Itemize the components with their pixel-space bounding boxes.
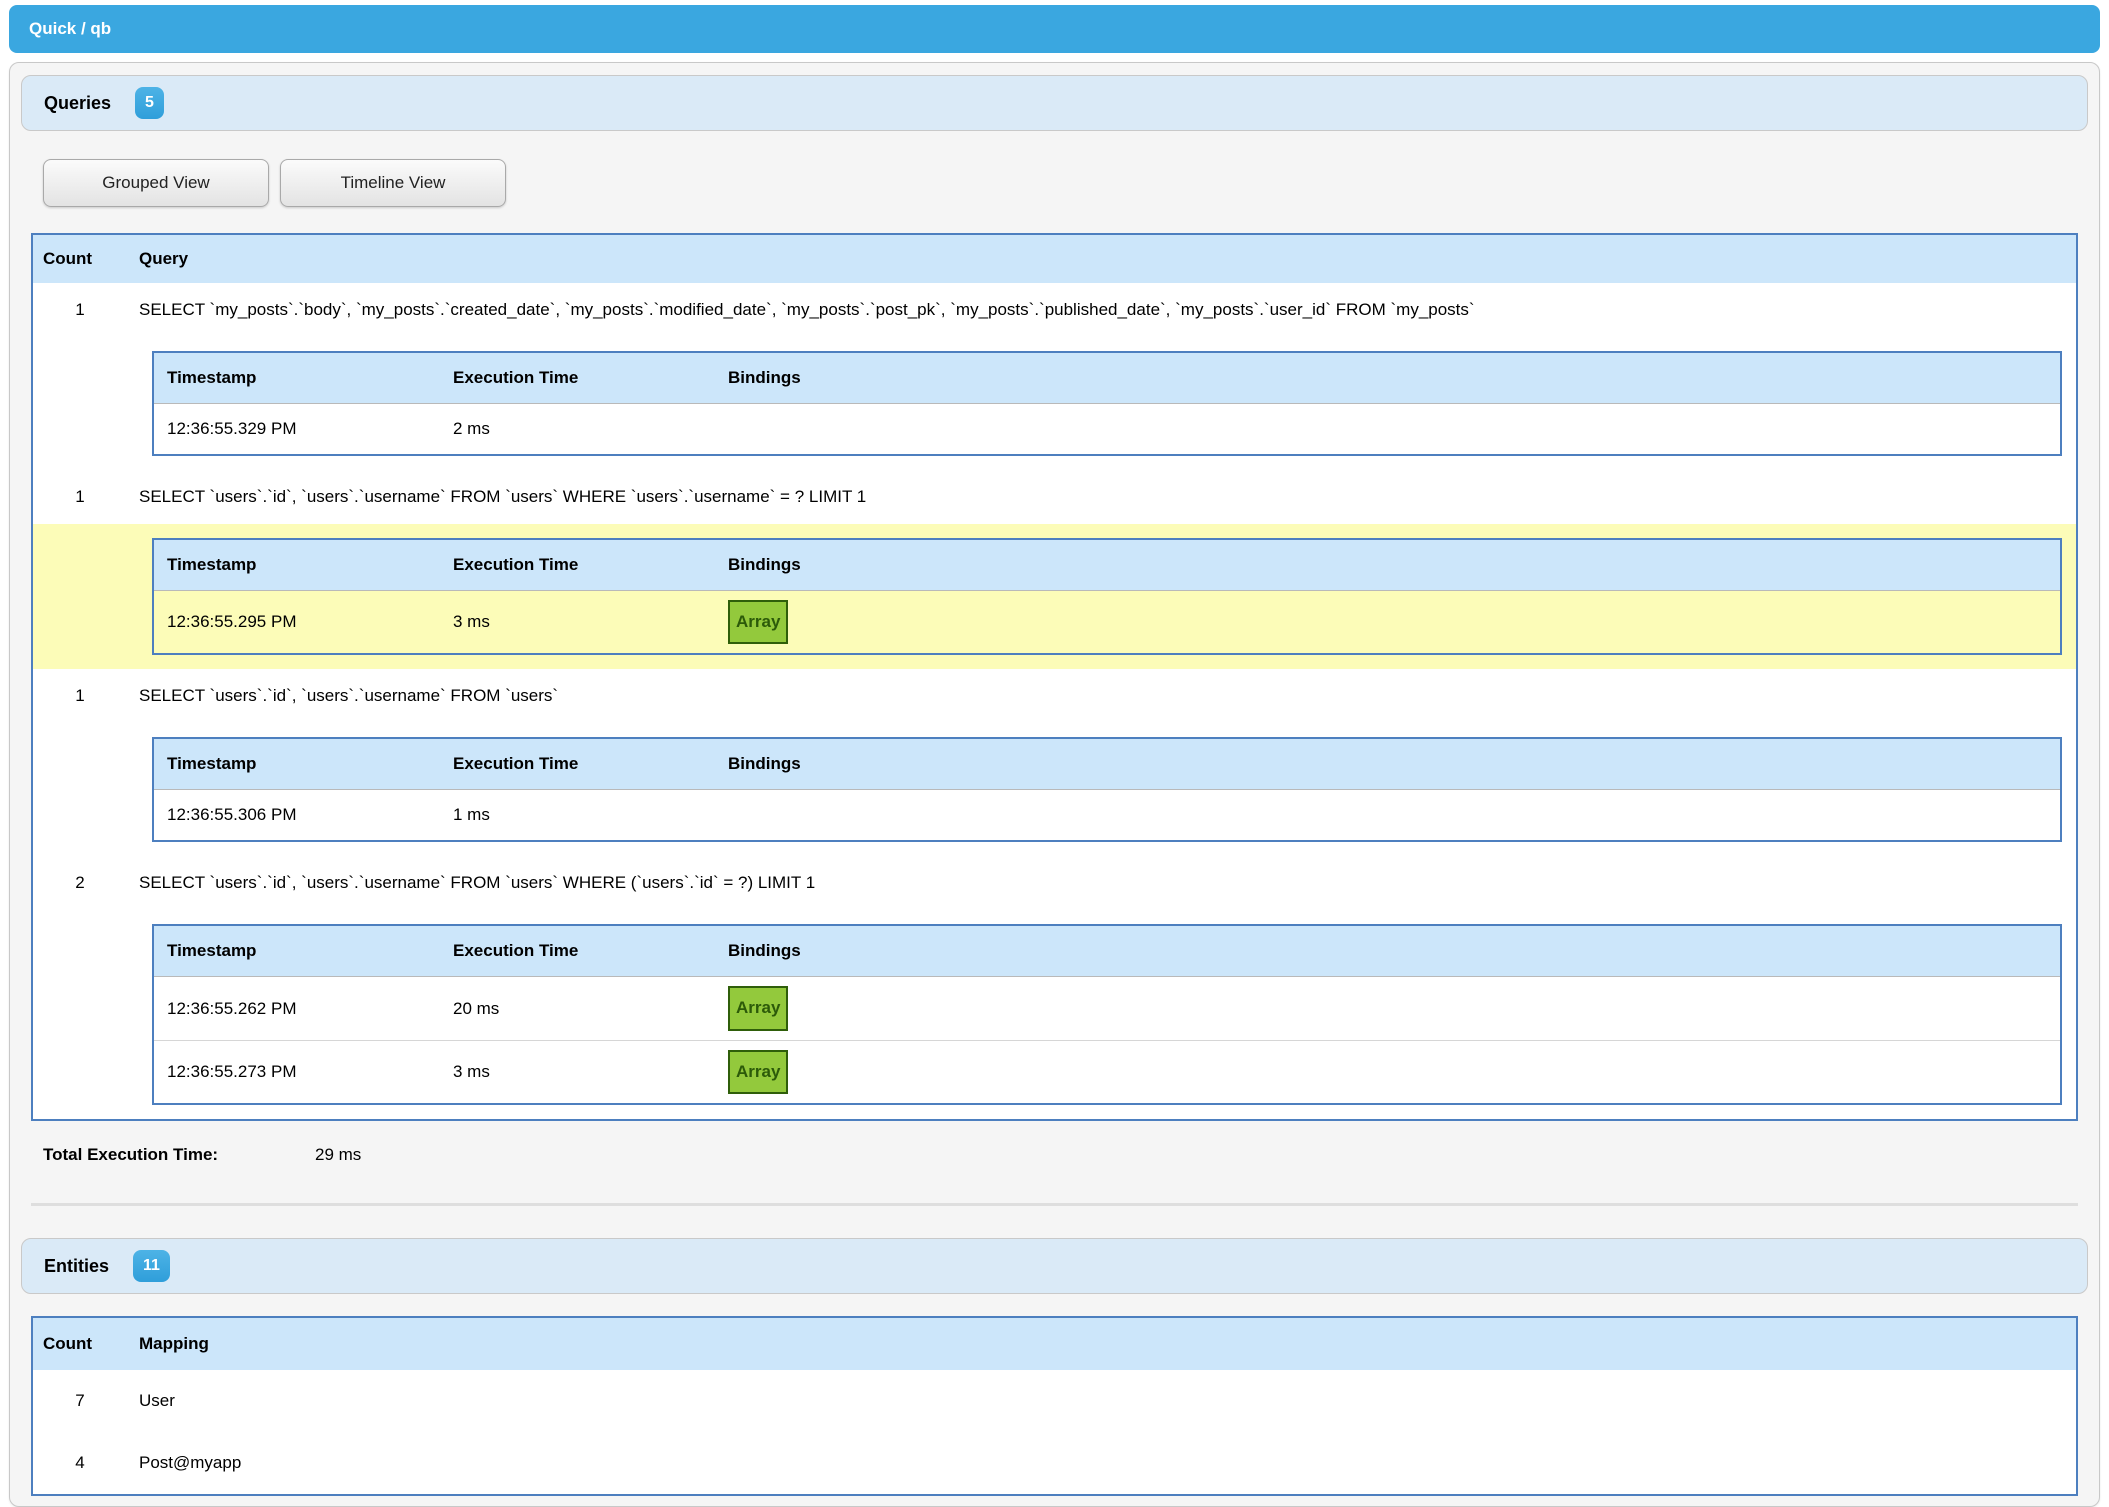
- execution-bindings-cell: Array: [715, 591, 2061, 655]
- timestamp-column-header: Timestamp: [153, 738, 440, 790]
- entity-mapping: User: [127, 1370, 2077, 1432]
- query-count: 1: [32, 283, 127, 337]
- view-buttons: Grouped View Timeline View: [43, 159, 2088, 207]
- entities-mapping-column-header: Mapping: [127, 1317, 2077, 1370]
- execution-timestamp: 12:36:55.329 PM: [153, 404, 440, 456]
- query-detail-row: Timestamp Execution Time Bindings 12:36:…: [32, 910, 2077, 1120]
- execution-table-wrapper: Timestamp Execution Time Bindings 12:36:…: [152, 538, 2062, 655]
- execution-row: 12:36:55.295 PM 3 ms Array: [153, 591, 2061, 655]
- execution-table-wrapper: Timestamp Execution Time Bindings 12:36:…: [152, 351, 2062, 456]
- entities-title: Entities: [44, 1256, 109, 1277]
- entities-table: Count Mapping 7 User 4 Post@myapp: [31, 1316, 2078, 1496]
- timestamp-column-header: Timestamp: [153, 352, 440, 404]
- debug-panel: Queries 5 Grouped View Timeline View Cou…: [9, 62, 2100, 1507]
- query-sql-text: SELECT `my_posts`.`body`, `my_posts`.`cr…: [127, 283, 2077, 337]
- total-execution-time-label: Total Execution Time:: [43, 1145, 315, 1165]
- entities-count-badge: 11: [133, 1250, 170, 1282]
- query-count: 1: [32, 470, 127, 524]
- total-execution-time: Total Execution Time: 29 ms: [43, 1145, 2078, 1165]
- timestamp-column-header: Timestamp: [153, 925, 440, 977]
- execution-time-value: 2 ms: [440, 404, 715, 456]
- execution-bindings-cell: Array: [715, 977, 2061, 1040]
- query-sql-text: SELECT `users`.`id`, `users`.`username` …: [127, 856, 2077, 910]
- timeline-view-button[interactable]: Timeline View: [280, 159, 506, 207]
- app-title-bar: Quick / qb: [9, 5, 2100, 53]
- exec-table-body: 12:36:55.295 PM 3 ms Array: [153, 591, 2061, 655]
- query-detail-row: Timestamp Execution Time Bindings 12:36:…: [32, 524, 2077, 669]
- execution-timestamp: 12:36:55.262 PM: [153, 977, 440, 1040]
- execution-time-column-header: Execution Time: [440, 738, 715, 790]
- query-sql-text: SELECT `users`.`id`, `users`.`username` …: [127, 470, 2077, 524]
- execution-time-column-header: Execution Time: [440, 352, 715, 404]
- execution-table-wrapper: Timestamp Execution Time Bindings 12:36:…: [152, 924, 2062, 1105]
- queries-table-header-row: Count Query: [32, 234, 2077, 283]
- execution-time-value: 20 ms: [440, 977, 715, 1040]
- query-detail-row: Timestamp Execution Time Bindings 12:36:…: [32, 337, 2077, 470]
- entities-count-column-header: Count: [32, 1317, 127, 1370]
- execution-table-header-row: Timestamp Execution Time Bindings: [153, 352, 2061, 404]
- query-count: 2: [32, 856, 127, 910]
- query-sql-text: SELECT `users`.`id`, `users`.`username` …: [127, 669, 2077, 723]
- execution-table-header-row: Timestamp Execution Time Bindings: [153, 539, 2061, 591]
- query-column-header: Query: [127, 234, 2077, 283]
- query-detail-row: Timestamp Execution Time Bindings 12:36:…: [32, 723, 2077, 856]
- execution-row: 12:36:55.262 PM 20 ms Array: [153, 977, 2061, 1040]
- queries-title: Queries: [44, 93, 111, 114]
- queries-section-header: Queries 5: [21, 75, 2088, 131]
- bindings-column-header: Bindings: [715, 352, 2061, 404]
- exec-table-body: 12:36:55.262 PM 20 ms Array 12:36:55.273…: [153, 977, 2061, 1104]
- execution-time-column-header: Execution Time: [440, 925, 715, 977]
- total-execution-time-value: 29 ms: [315, 1145, 361, 1165]
- execution-time-value: 3 ms: [440, 591, 715, 655]
- entities-table-body: 7 User 4 Post@myapp: [32, 1370, 2077, 1495]
- bindings-array-badge[interactable]: Array: [728, 986, 788, 1030]
- bindings-array-badge[interactable]: Array: [728, 600, 788, 644]
- queries-table: Count Query 1 SELECT `my_posts`.`body`, …: [31, 233, 2078, 1121]
- execution-table-header-row: Timestamp Execution Time Bindings: [153, 925, 2061, 977]
- execution-bindings-cell: Array: [715, 1040, 2061, 1104]
- execution-table: Timestamp Execution Time Bindings 12:36:…: [152, 351, 2062, 456]
- entities-section-header: Entities 11: [21, 1238, 2088, 1294]
- entity-row: 4 Post@myapp: [32, 1432, 2077, 1495]
- query-group-row: 1 SELECT `users`.`id`, `users`.`username…: [32, 470, 2077, 524]
- execution-row: 12:36:55.306 PM 1 ms: [153, 790, 2061, 842]
- entities-table-header-row: Count Mapping: [32, 1317, 2077, 1370]
- execution-table-header-row: Timestamp Execution Time Bindings: [153, 738, 2061, 790]
- count-column-header: Count: [32, 234, 127, 283]
- entity-count: 7: [32, 1370, 127, 1432]
- query-group-row: 1 SELECT `users`.`id`, `users`.`username…: [32, 669, 2077, 723]
- grouped-view-button[interactable]: Grouped View: [43, 159, 269, 207]
- exec-table-body: 12:36:55.306 PM 1 ms: [153, 790, 2061, 842]
- query-count: 1: [32, 669, 127, 723]
- execution-row: 12:36:55.273 PM 3 ms Array: [153, 1040, 2061, 1104]
- execution-table: Timestamp Execution Time Bindings 12:36:…: [152, 924, 2062, 1105]
- execution-table-wrapper: Timestamp Execution Time Bindings 12:36:…: [152, 737, 2062, 842]
- execution-timestamp: 12:36:55.273 PM: [153, 1040, 440, 1104]
- entity-row: 7 User: [32, 1370, 2077, 1432]
- bindings-column-header: Bindings: [715, 925, 2061, 977]
- execution-bindings-cell: [715, 404, 2061, 456]
- query-group-row: 1 SELECT `my_posts`.`body`, `my_posts`.`…: [32, 283, 2077, 337]
- queries-count-badge: 5: [135, 87, 164, 119]
- execution-timestamp: 12:36:55.306 PM: [153, 790, 440, 842]
- bindings-array-badge[interactable]: Array: [728, 1050, 788, 1094]
- bindings-column-header: Bindings: [715, 738, 2061, 790]
- execution-row: 12:36:55.329 PM 2 ms: [153, 404, 2061, 456]
- execution-bindings-cell: [715, 790, 2061, 842]
- execution-time-value: 3 ms: [440, 1040, 715, 1104]
- entity-mapping: Post@myapp: [127, 1432, 2077, 1495]
- execution-timestamp: 12:36:55.295 PM: [153, 591, 440, 655]
- exec-table-body: 12:36:55.329 PM 2 ms: [153, 404, 2061, 456]
- entity-count: 4: [32, 1432, 127, 1495]
- timestamp-column-header: Timestamp: [153, 539, 440, 591]
- query-table-body: 1 SELECT `my_posts`.`body`, `my_posts`.`…: [32, 283, 2077, 1120]
- execution-time-column-header: Execution Time: [440, 539, 715, 591]
- execution-table: Timestamp Execution Time Bindings 12:36:…: [152, 538, 2062, 655]
- execution-table: Timestamp Execution Time Bindings 12:36:…: [152, 737, 2062, 842]
- bindings-column-header: Bindings: [715, 539, 2061, 591]
- section-divider: [31, 1203, 2078, 1206]
- query-group-row: 2 SELECT `users`.`id`, `users`.`username…: [32, 856, 2077, 910]
- page-title: Quick / qb: [29, 19, 111, 39]
- execution-time-value: 1 ms: [440, 790, 715, 842]
